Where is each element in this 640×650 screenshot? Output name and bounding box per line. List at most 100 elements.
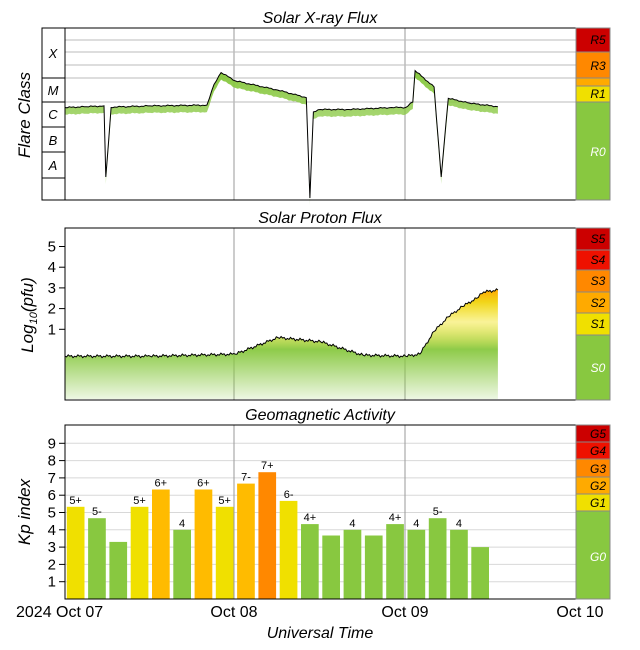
- kp-plot-area: 5+ 5- 5+ 6+ 4 6+ 5+ 7- 7+ 6- 4+ 4 4+ 4 5- 4: [64, 424, 577, 600]
- geomag-title: Geomagnetic Activity: [245, 407, 396, 424]
- x-tick-oct10: Oct 10: [556, 604, 603, 621]
- xray-title: Solar X-ray Flux: [263, 10, 379, 27]
- kp-bar-label: 7+: [261, 460, 274, 472]
- kp-bar-label: 7-: [241, 472, 251, 484]
- kp-bar-label: 4: [413, 518, 419, 530]
- kp-tick-label: 3: [48, 539, 56, 556]
- geomag-storm-scale: G5 G4 G3 G2 G1 G0: [575, 424, 611, 600]
- solar-radiation-scale: S5 S4 S3 S2 S1 S0: [575, 227, 611, 401]
- kp-bar: [279, 500, 298, 599]
- flare-class-column: X M C B A: [41, 27, 66, 201]
- proton-tick-label: 3: [48, 280, 56, 297]
- xray-series: [64, 69, 498, 205]
- scale-g2-label: G2: [590, 479, 606, 493]
- x-tick-oct09: Oct 09: [381, 604, 428, 621]
- time-axis: 2024 Oct 07 Oct 08 Oct 09 Oct 10 Univers…: [16, 604, 604, 642]
- kp-tick-label: 1: [48, 574, 56, 591]
- kp-tick-label: 9: [48, 435, 56, 452]
- kp-bar: [471, 547, 489, 599]
- xray-flux-band: [65, 70, 498, 205]
- xray-panel: Solar X-ray Flux Flare Class X M C B A: [15, 10, 611, 205]
- scale-s3-label: S3: [591, 274, 606, 288]
- kp-bar: [237, 483, 255, 599]
- proton-flux-area: [65, 288, 498, 399]
- kp-bar: [88, 518, 106, 599]
- kp-tick-label: 2: [48, 556, 56, 573]
- kp-bar: [194, 489, 213, 599]
- xray-plot-area: [64, 27, 577, 205]
- kp-bar: [258, 472, 277, 599]
- flare-class-m: M: [48, 83, 59, 98]
- proton-flux-line: [64, 288, 499, 359]
- kp-bar: [173, 529, 191, 599]
- kp-bar: [301, 524, 319, 599]
- xray-y-label: Flare Class: [15, 72, 34, 158]
- kp-bar: [152, 489, 170, 599]
- kp-bar: [130, 506, 149, 599]
- flare-class-c: C: [48, 107, 58, 122]
- x-tick-oct08: Oct 08: [210, 604, 257, 621]
- scale-g1-label: G1: [590, 496, 606, 510]
- proton-title: Solar Proton Flux: [258, 210, 383, 227]
- scale-r5-label: R5: [590, 33, 606, 47]
- kp-bar: [66, 506, 85, 599]
- scale-r2: [575, 77, 611, 87]
- proton-y-label: Log10(pfu): [18, 277, 40, 353]
- kp-bar-label: 5+: [69, 495, 82, 507]
- proton-tick-label: 2: [48, 301, 56, 318]
- scale-g5-label: G5: [590, 427, 606, 441]
- scale-g0-label: G0: [590, 550, 606, 564]
- kp-tick-label: 6: [48, 487, 56, 504]
- flare-class-b: B: [49, 133, 58, 148]
- kp-bar-label: 5-: [433, 506, 443, 518]
- x-tick-oct07: 2024 Oct 07: [16, 604, 103, 621]
- proton-tick-label: 4: [48, 259, 56, 276]
- flare-class-x: X: [48, 46, 59, 61]
- scale-g4-label: G4: [590, 444, 606, 458]
- proton-tick-label: 5: [48, 239, 56, 256]
- kp-tick-label: 4: [48, 522, 56, 539]
- kp-bar-label: 4: [456, 518, 462, 530]
- scale-s0: [575, 334, 611, 401]
- kp-bar-label: 4: [349, 518, 355, 530]
- kp-tick-label: 8: [48, 453, 56, 470]
- scale-s4-label: S4: [591, 253, 606, 267]
- kp-bar: [215, 506, 234, 599]
- proton-panel: Solar Proton Flux Log10(pfu) 1 2 3 4 5 S5 S4…: [18, 210, 611, 401]
- kp-bar: [343, 529, 362, 599]
- scale-s2-label: S2: [591, 296, 606, 310]
- kp-bar-label: 6-: [284, 489, 294, 501]
- scale-s1-label: S1: [591, 317, 606, 331]
- flare-class-a: A: [48, 158, 58, 173]
- kp-bar-label: 4+: [304, 512, 317, 524]
- kp-bars: 5+ 5- 5+ 6+ 4 6+ 5+ 7- 7+ 6- 4+ 4 4+ 4 5- 4: [66, 460, 489, 599]
- kp-bar-label: 6+: [197, 478, 210, 490]
- scale-r1-label: R1: [590, 87, 605, 101]
- kp-bar: [322, 535, 340, 599]
- kp-bar-label: 5+: [218, 495, 231, 507]
- kp-bar: [407, 529, 426, 599]
- kp-bar: [428, 518, 447, 599]
- geomag-panel: Geomagnetic Activity Kp index 5+ 5- 5+ 6+ 4 6…: [15, 407, 611, 600]
- scale-g0: [575, 510, 611, 600]
- kp-tick-label: 7: [48, 470, 56, 487]
- kp-bar-label: 5-: [92, 506, 102, 518]
- kp-bar: [364, 535, 383, 599]
- kp-bar-label: 6+: [155, 478, 168, 490]
- kp-tick-label: 5: [48, 505, 56, 522]
- kp-y-label: Kp index: [15, 478, 34, 545]
- scale-r0: [575, 101, 611, 201]
- kp-bar-label: 4+: [389, 512, 402, 524]
- scale-s5-label: S5: [591, 232, 606, 246]
- xray-flux-line: [64, 69, 498, 199]
- kp-gridlines: [65, 425, 576, 599]
- kp-bar: [450, 529, 468, 599]
- proton-tick-label: 1: [48, 321, 56, 338]
- kp-bar: [109, 541, 128, 599]
- scale-s0-label: S0: [591, 361, 606, 375]
- proton-series: [64, 288, 499, 399]
- scale-g3-label: G3: [590, 462, 606, 476]
- x-axis-title: Universal Time: [267, 625, 374, 642]
